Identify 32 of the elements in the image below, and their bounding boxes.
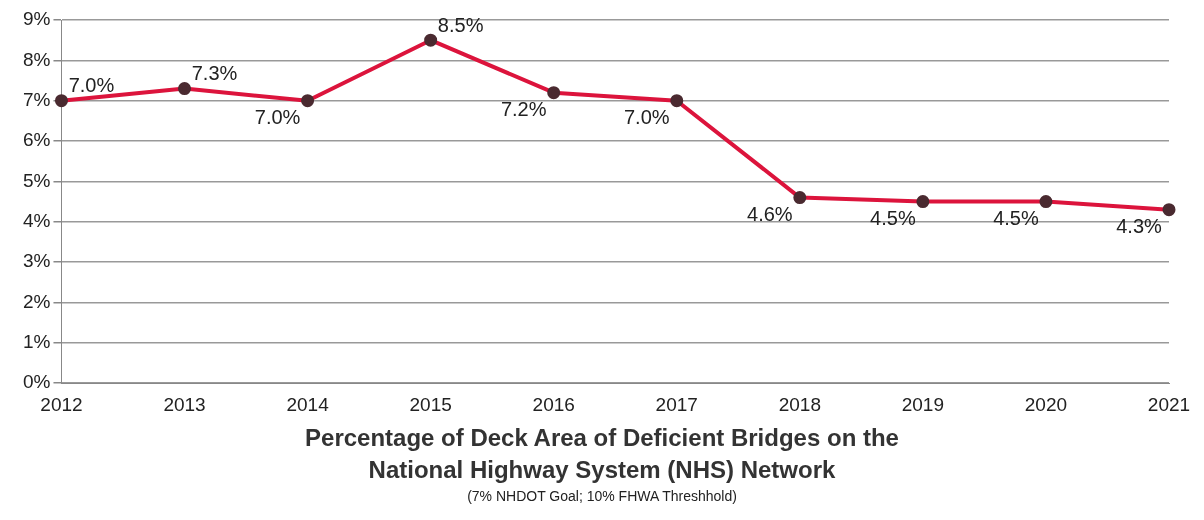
y-tick-label: 1% — [22, 331, 51, 353]
y-tick-label: 8% — [22, 48, 51, 70]
y-tick-label: 7% — [22, 88, 51, 110]
x-tick-label: 2018 — [778, 393, 821, 415]
x-tick-label: 2016 — [532, 393, 575, 415]
y-tick-label: 6% — [22, 129, 51, 151]
data-label: 7.0% — [254, 106, 301, 129]
y-tick-label: 9% — [22, 8, 51, 30]
x-tick-label: 2021 — [1147, 393, 1191, 415]
y-tick-label: 0% — [22, 371, 51, 393]
x-tick-label: 2017 — [655, 393, 698, 415]
x-tick-label: 2015 — [409, 393, 452, 415]
y-tick-label: 5% — [22, 169, 51, 191]
x-tick-label: 2013 — [163, 393, 206, 415]
data-label: 7.0% — [68, 74, 115, 97]
x-tick-label: 2014 — [286, 393, 330, 415]
text: Percentage of Deck Area of Deficient Bridges on the National Highway System (NHS) Network — [304, 423, 900, 485]
data-label: 4.5% — [870, 207, 916, 230]
data-label: 4.5% — [993, 207, 1039, 230]
x-tick-label: 2020 — [1024, 393, 1068, 415]
x-tick-label: 2019 — [901, 393, 945, 415]
data-label: 7.0% — [623, 106, 670, 129]
x-tick-label: 2012 — [40, 393, 83, 415]
data-label: 4.6% — [747, 203, 793, 226]
data-label: 7.3% — [191, 62, 238, 85]
text: (7% NHDOT Goal; 10% FHWA Threshhold) — [466, 487, 738, 506]
y-tick-label: 3% — [22, 250, 51, 272]
data-label: 4.3% — [1116, 215, 1163, 238]
data-label: 7.2% — [500, 98, 547, 121]
y-tick-label: 2% — [22, 290, 51, 312]
y-tick-label: 4% — [22, 210, 51, 232]
data-label: 8.5% — [437, 13, 484, 36]
